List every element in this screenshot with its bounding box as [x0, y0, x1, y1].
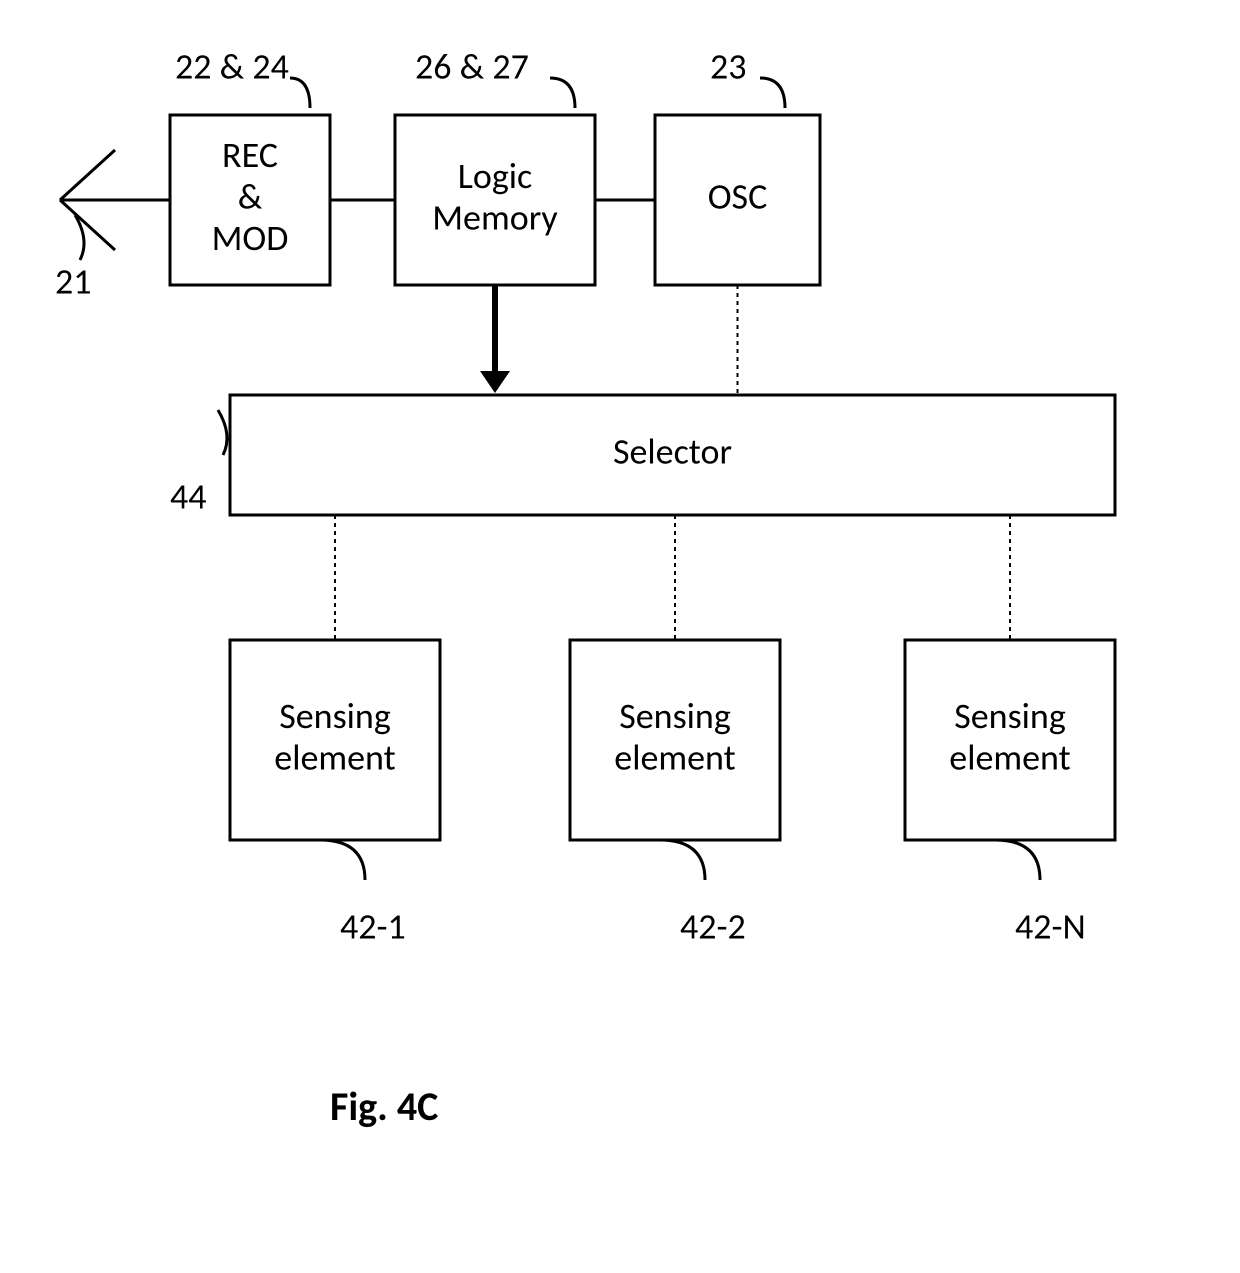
ref-osc: 23 — [710, 45, 747, 89]
ref-logic-mem: 26 & 27 — [415, 45, 529, 89]
selector-label-line-0: Selector — [613, 430, 732, 474]
ref-se1: 42-1 — [340, 905, 406, 949]
se2-block: Sensingelement — [570, 640, 780, 840]
ref-rec-mod: 22 & 24 — [175, 45, 289, 89]
seN-label-line-1: element — [949, 735, 1070, 779]
se1-block: Sensingelement — [230, 640, 440, 840]
se1-label-line-1: element — [274, 735, 395, 779]
ref-seN: 42-N — [1015, 905, 1086, 949]
ref-antenna: 21 — [55, 260, 92, 304]
logic_mem-block: LogicMemory — [395, 115, 595, 285]
rec_mod-label-line-0: REC — [222, 133, 278, 177]
figure-label: Fig. 4C — [330, 1082, 438, 1131]
seN-label-line-0: Sensing — [954, 694, 1066, 738]
rec_mod-block: REC&MOD — [170, 115, 330, 285]
se2-label-line-1: element — [614, 735, 735, 779]
osc-block: OSC — [655, 115, 820, 285]
se2-label-line-0: Sensing — [619, 694, 731, 738]
logic_mem-label-line-0: Logic — [458, 154, 533, 198]
se1-label-line-0: Sensing — [279, 694, 391, 738]
osc-label-line-0: OSC — [708, 175, 768, 219]
selector-block: Selector — [230, 395, 1115, 515]
ref-selector: 44 — [170, 475, 207, 519]
logic_mem-label-line-1: Memory — [432, 195, 558, 239]
ref-se2: 42-2 — [680, 905, 746, 949]
rec_mod-label-line-2: MOD — [212, 216, 289, 260]
rec_mod-label-line-1: & — [238, 175, 263, 219]
seN-block: Sensingelement — [905, 640, 1115, 840]
